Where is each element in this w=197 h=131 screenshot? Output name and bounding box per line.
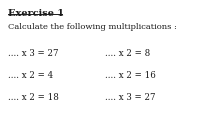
Text: .... x 2 = 4: .... x 2 = 4	[8, 71, 53, 80]
Text: .... x 2 = 16: .... x 2 = 16	[105, 71, 156, 80]
Text: .... x 2 = 8: .... x 2 = 8	[105, 49, 150, 58]
Text: Calculate the following multiplications :: Calculate the following multiplications …	[8, 23, 177, 31]
Text: .... x 3 = 27: .... x 3 = 27	[105, 93, 155, 102]
Text: .... x 2 = 18: .... x 2 = 18	[8, 93, 59, 102]
Text: .... x 3 = 27: .... x 3 = 27	[8, 49, 59, 58]
Text: Exercise 1: Exercise 1	[8, 9, 64, 18]
